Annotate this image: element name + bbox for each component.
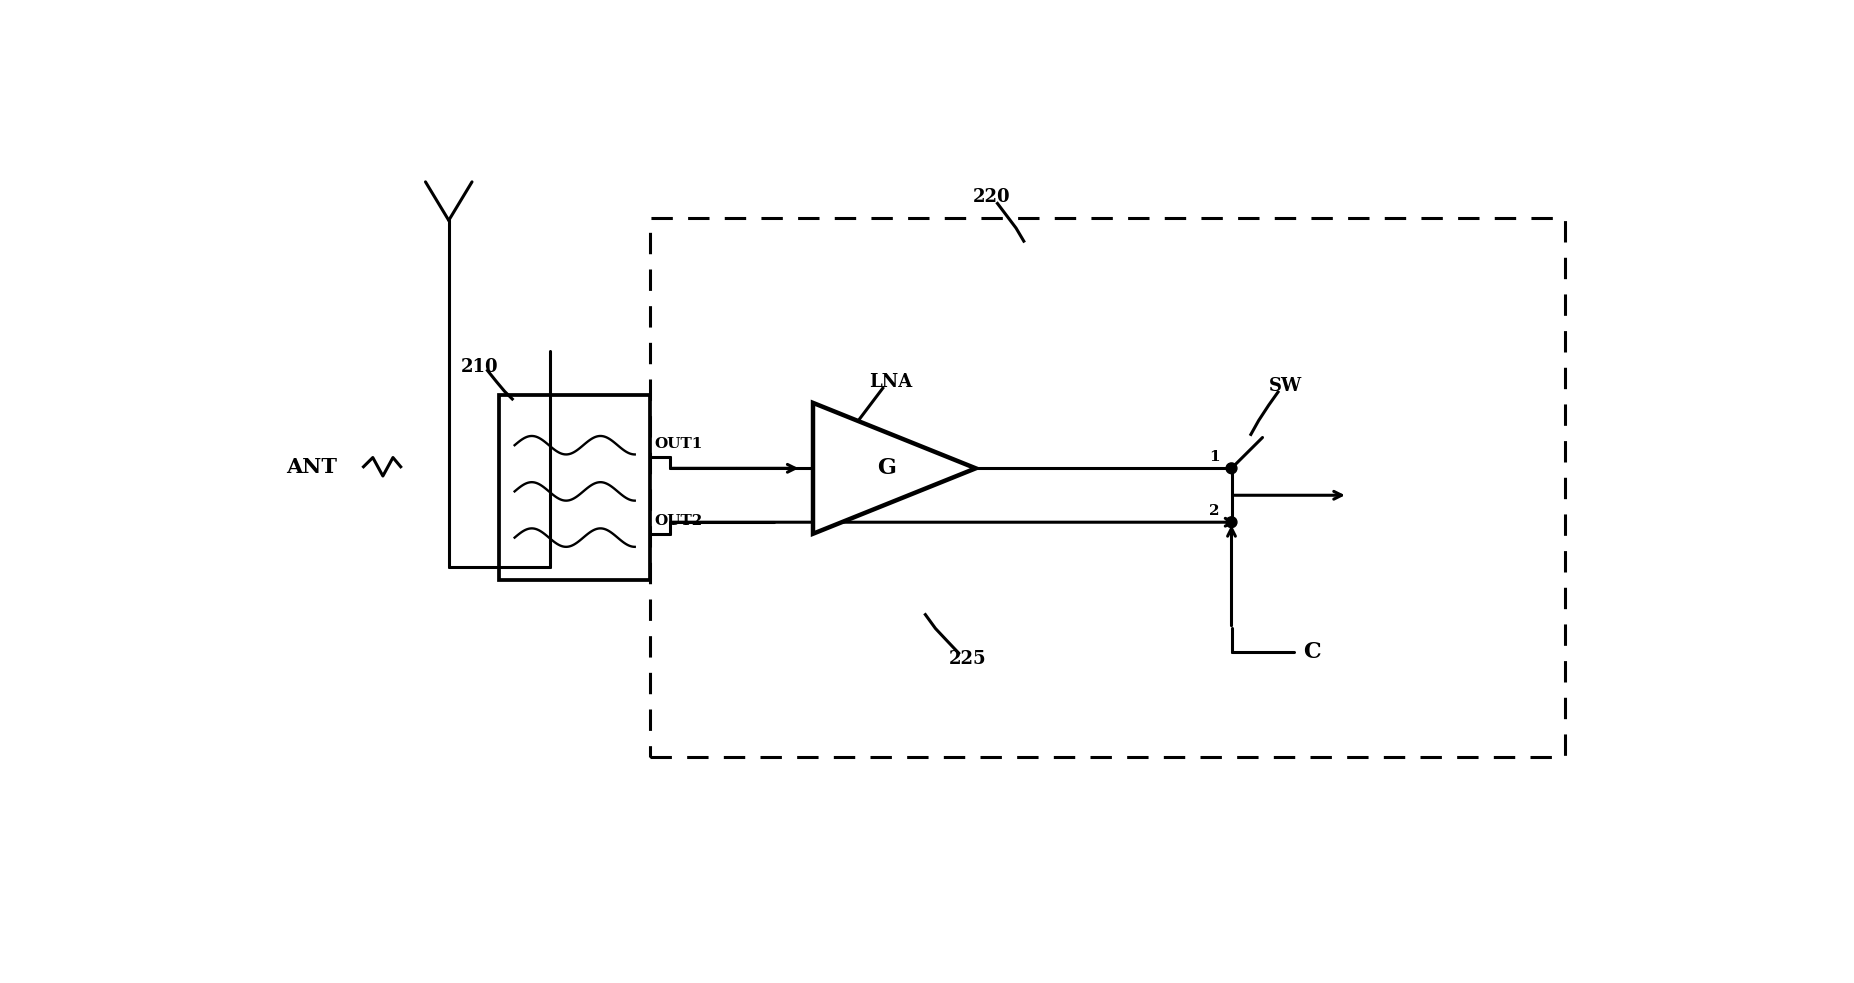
Text: 220: 220 (973, 189, 1010, 206)
Text: ANT: ANT (286, 457, 337, 477)
Text: OUT2: OUT2 (654, 513, 703, 528)
Text: 1: 1 (1209, 450, 1220, 464)
Bar (499, 395, 651, 580)
Polygon shape (814, 403, 975, 534)
Text: OUT1: OUT1 (654, 436, 703, 450)
Text: 2: 2 (1209, 504, 1220, 518)
Text: 210: 210 (462, 358, 499, 376)
Circle shape (1225, 463, 1237, 474)
Text: 225: 225 (949, 651, 986, 668)
Text: C: C (1303, 641, 1320, 663)
Text: LNA: LNA (870, 374, 912, 391)
Text: G: G (877, 457, 895, 480)
Circle shape (1225, 517, 1237, 528)
Bar (651, 218, 1565, 757)
Text: SW: SW (1270, 376, 1302, 395)
